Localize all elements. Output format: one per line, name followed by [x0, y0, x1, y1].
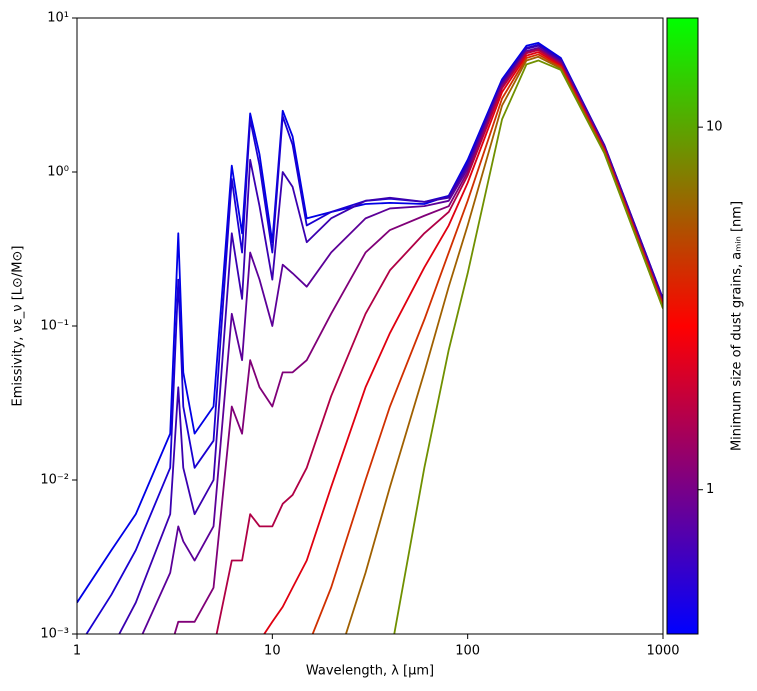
x-tick-label: 10	[264, 644, 281, 659]
colorbar	[666, 17, 699, 635]
x-tick-label: 1000	[646, 644, 679, 659]
colorbar-label: Minimum size of dust grains, aₘᵢₙ [nm]	[730, 201, 745, 451]
y-axis-label: Emissivity, νε_ν [L⊙/M⊙]	[11, 246, 26, 407]
series-line	[118, 44, 663, 634]
y-tick-label: 10⁰	[47, 165, 69, 180]
y-tick-label: 10⁻²	[40, 473, 69, 488]
y-tick-label: 10⁻³	[40, 627, 69, 642]
series-line	[263, 51, 663, 634]
series-line	[173, 48, 663, 634]
y-tick-label: 10⁻¹	[40, 319, 69, 334]
plot-area	[77, 18, 663, 634]
x-tick-label: 1	[73, 644, 81, 659]
x-tick-label: 100	[455, 644, 480, 659]
series-line	[393, 59, 663, 634]
lines	[77, 41, 663, 634]
colorbar-tick-label: 10	[706, 120, 723, 135]
colorbar-tick-label: 1	[706, 482, 714, 497]
series-line	[311, 53, 663, 634]
x-axis-label: Wavelength, λ [μm]	[306, 664, 434, 679]
y-tick-label: 10¹	[47, 11, 69, 26]
series-line	[77, 41, 663, 604]
plot-frame	[76, 17, 664, 635]
series-line	[215, 49, 663, 634]
